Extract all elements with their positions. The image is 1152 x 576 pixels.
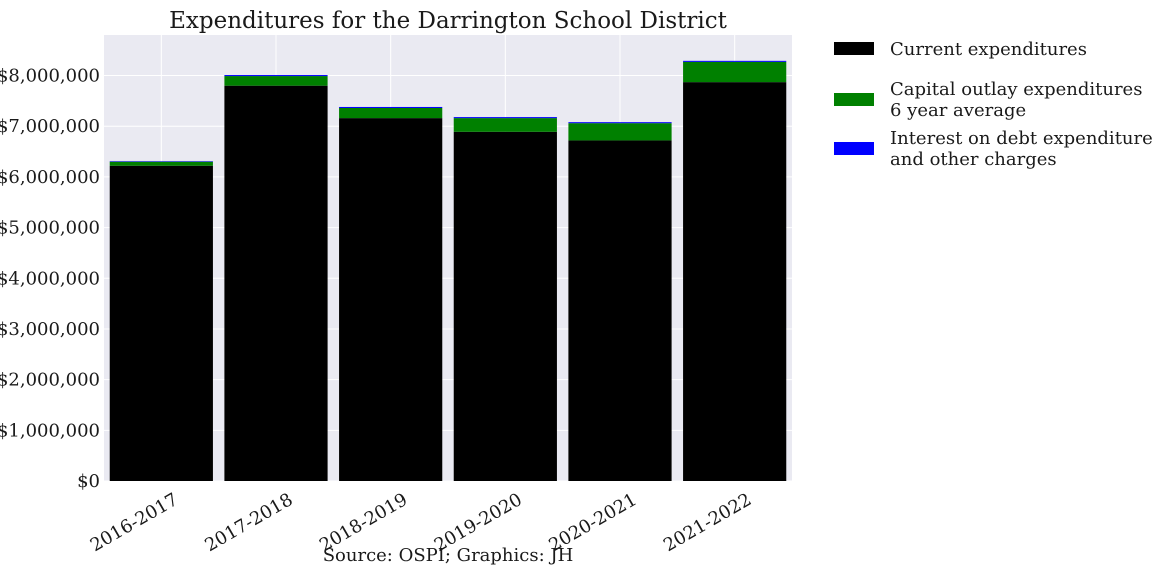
y-tick-label: $4,000,000 <box>0 268 100 289</box>
bar-segment <box>109 161 213 166</box>
chart-title: Expenditures for the Darrington School D… <box>169 8 728 34</box>
bar-segment <box>568 123 672 141</box>
bar-segment <box>683 82 787 481</box>
x-axis-label: Source: OSPI; Graphics: JH <box>323 545 574 566</box>
bar-segment <box>109 161 213 162</box>
plot-area <box>104 35 792 481</box>
x-tick-label: 2017-2018 <box>201 489 296 556</box>
y-tick-label: $8,000,000 <box>0 66 100 87</box>
y-axis: $0 $1,000,000 $2,000,000 $3,000,000 $4,000,0… <box>0 66 100 492</box>
bar-segment <box>568 140 672 481</box>
legend-swatch <box>834 142 874 155</box>
legend-swatch <box>834 93 874 106</box>
bar-segment <box>339 107 443 119</box>
y-tick-label: $0 <box>77 471 100 492</box>
x-tick-label: 2016-2017 <box>87 489 182 556</box>
y-tick-label: $2,000,000 <box>0 370 100 391</box>
bar-segment <box>683 60 787 62</box>
legend-label: Current expenditures <box>890 39 1087 60</box>
y-tick-label: $1,000,000 <box>0 420 100 441</box>
y-tick-label: $5,000,000 <box>0 218 100 239</box>
bar-segment <box>453 131 557 481</box>
y-tick-label: $3,000,000 <box>0 319 100 340</box>
bars <box>109 60 787 482</box>
legend-swatch <box>834 42 874 55</box>
bar-segment <box>109 165 213 481</box>
bar-segment <box>683 61 787 83</box>
bar-segment <box>339 118 443 482</box>
legend-label: Capital outlay expenditures 6 year averag… <box>890 79 1142 121</box>
bar-segment <box>568 122 672 124</box>
legend: Current expenditures Capital outlay expen… <box>834 39 1152 170</box>
bar-segment <box>453 118 557 132</box>
bar-segment <box>224 76 328 86</box>
bar-segment <box>339 106 443 108</box>
y-tick-label: $7,000,000 <box>0 116 100 137</box>
y-tick-label: $6,000,000 <box>0 167 100 188</box>
bar-segment <box>224 85 328 481</box>
x-tick-label: 2021-2022 <box>660 489 755 556</box>
bar-segment <box>224 75 328 77</box>
bar-segment <box>453 117 557 119</box>
legend-label: Interest on debt expenditures and other c… <box>890 128 1152 170</box>
